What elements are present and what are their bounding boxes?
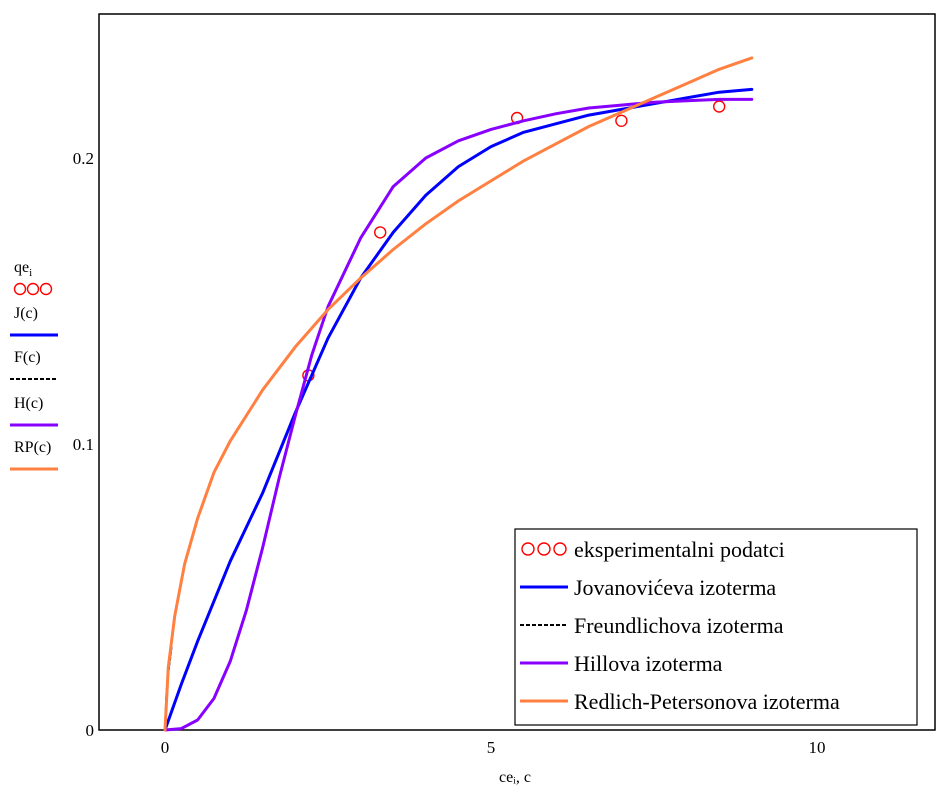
y-tick-labels: 0 0.1 0.2 xyxy=(73,149,94,740)
data-point-eksperimentalni-podatci xyxy=(615,114,628,128)
side-legend-label: qei xyxy=(14,259,32,279)
x-axis-label: ceᵢ, c xyxy=(499,769,531,786)
legend-marker xyxy=(521,542,535,556)
legend-label: Redlich-Petersonova izoterma xyxy=(574,689,840,714)
x-tick-label: 5 xyxy=(487,738,496,757)
legend: eksperimentalni podatci Jovanovićeva izot… xyxy=(514,528,918,726)
data-point-eksperimentalni-podatci xyxy=(374,226,387,239)
plot-lines xyxy=(163,56,754,732)
y-tick-label: 0.1 xyxy=(73,435,94,454)
legend-label: Jovanovićeva izoterma xyxy=(574,575,776,600)
series-line-hillova-izoterma xyxy=(163,97,754,732)
y-tick-label: 0 xyxy=(86,721,95,740)
legend-marker xyxy=(537,542,551,556)
legend-label: eksperimentalni podatci xyxy=(574,537,785,562)
x-tick-label: 10 xyxy=(809,738,826,757)
x-tick-label: 0 xyxy=(161,738,170,757)
y-tick-label: 0.2 xyxy=(73,149,94,168)
side-legend-marker xyxy=(13,282,27,296)
x-tick-labels: 0 5 10 xyxy=(161,738,826,757)
legend-marker xyxy=(553,542,567,556)
legend-label: Freundlichova izoterma xyxy=(574,613,784,638)
series-line-redlich-petersonova-izoterma xyxy=(163,56,754,732)
side-legend-marker xyxy=(39,282,53,296)
plot-frame xyxy=(98,13,936,731)
side-legend-label: J(c) xyxy=(14,305,38,322)
side-legend-marker xyxy=(26,282,40,296)
data-point-eksperimentalni-podatci xyxy=(713,100,726,113)
legend-box xyxy=(514,528,918,726)
side-legend-label: F(c) xyxy=(14,349,41,366)
series-line-jovanovi-eva-izoterma xyxy=(163,87,754,732)
side-legend-label: RP(c) xyxy=(14,439,51,456)
side-legend-label: H(c) xyxy=(14,395,43,412)
side-legend: qei J(c) F(c) H(c) RP(c) xyxy=(10,259,58,471)
legend-label: Hillova izoterma xyxy=(574,651,723,676)
